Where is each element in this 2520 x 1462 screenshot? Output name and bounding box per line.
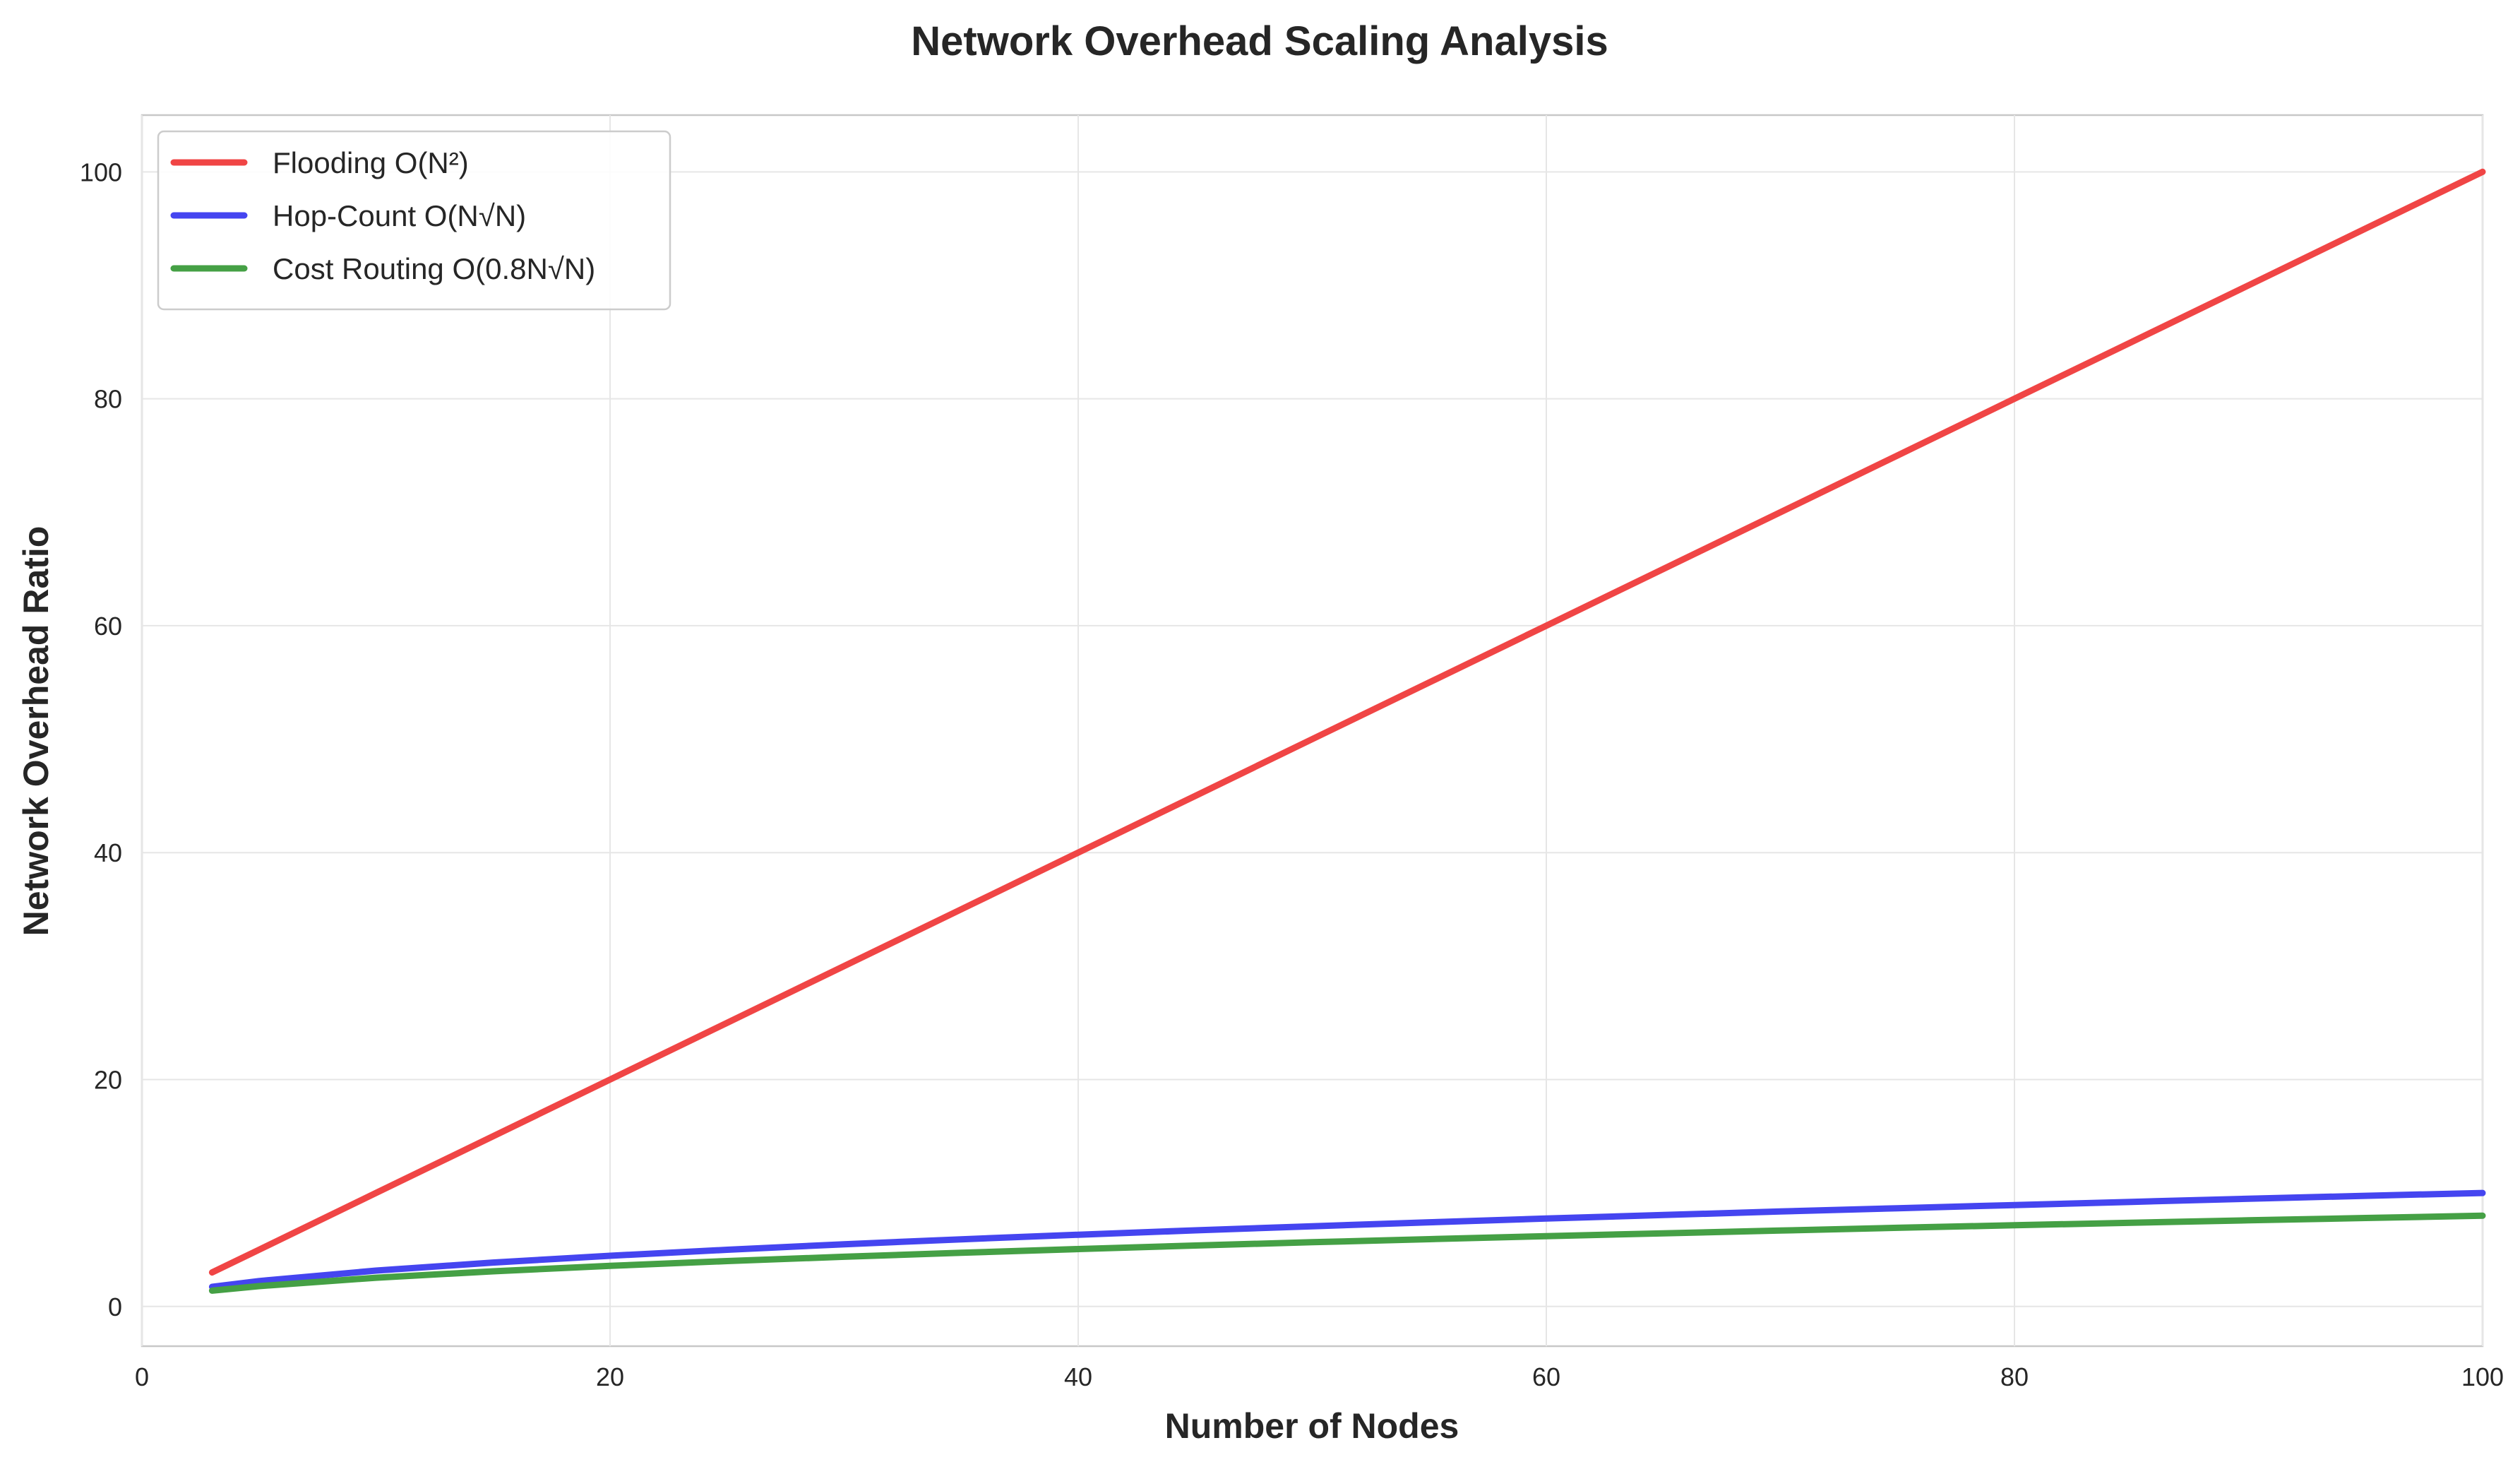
series-line-3: [208, 1212, 2486, 1294]
y-tick-label: 0: [108, 1292, 122, 1321]
grid-lines: [141, 115, 2483, 1346]
x-tick-label: 100: [2461, 1362, 2504, 1391]
legend-box: [157, 130, 671, 311]
axis-ticks: 0 20 40 60 80 100 0 20 40 60 80 100: [80, 158, 2504, 1391]
y-axis-label: Network Overhead Ratio: [16, 526, 56, 937]
y-tick-label: 80: [94, 385, 122, 414]
legend-label: Hop-Count O(N√N): [273, 199, 526, 232]
y-tick-label: 60: [94, 612, 122, 641]
x-tick-label: 0: [135, 1362, 149, 1391]
x-tick-label: 20: [596, 1362, 624, 1391]
x-axis-label: Number of Nodes: [1165, 1406, 1459, 1446]
series-line-1: [208, 168, 2486, 1276]
y-tick-label: 20: [94, 1065, 122, 1094]
legend: Flooding O(N²) Hop-Count O(N√N) Cost Routi…: [157, 130, 671, 311]
legend-label: Cost Routing O(0.8N√N): [273, 252, 595, 285]
series-lines: [208, 168, 2486, 1294]
x-tick-label: 40: [1064, 1362, 1092, 1391]
y-tick-label: 40: [94, 838, 122, 867]
y-tick-label: 100: [80, 158, 122, 186]
legend-label: Flooding O(N²): [273, 146, 469, 179]
x-tick-label: 80: [2000, 1362, 2029, 1391]
x-tick-label: 60: [1532, 1362, 1560, 1391]
series-line-2: [208, 1189, 2486, 1290]
chart-title: Network Overhead Scaling Analysis: [911, 18, 1608, 64]
plot-area: [141, 114, 2484, 1348]
